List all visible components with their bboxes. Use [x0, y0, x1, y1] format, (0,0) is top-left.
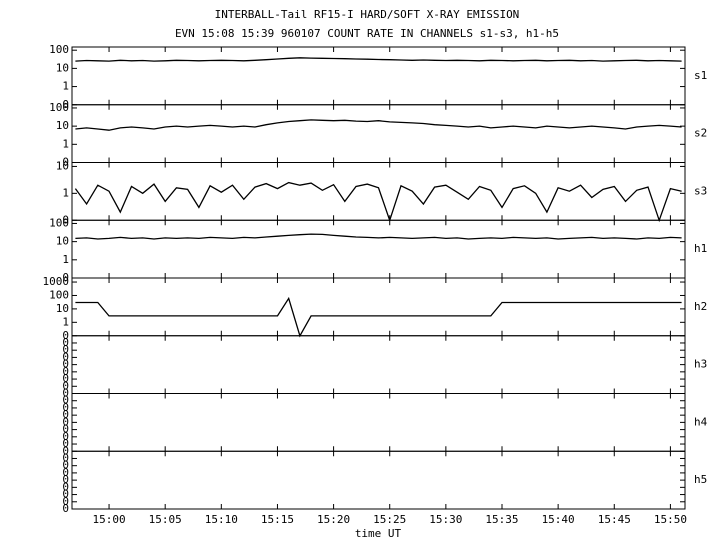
panel-label: h1 [694, 242, 707, 255]
x-axis-label: time UT [355, 527, 402, 540]
x-tick-label: 15:15 [261, 513, 294, 526]
x-tick-label: 15:50 [654, 513, 687, 526]
y-tick-label: 0 [62, 401, 69, 414]
y-tick-label: 1 [62, 186, 69, 199]
y-tick-label: 1 [62, 253, 69, 266]
y-tick-label: 0 [62, 336, 69, 349]
y-tick-label: 1 [62, 80, 69, 93]
y-tick-label: 0 [62, 502, 69, 515]
panel-label: s1 [694, 69, 707, 82]
x-tick-label: 15:00 [92, 513, 125, 526]
panel-label: s2 [694, 127, 707, 140]
y-tick-label: 0 [62, 365, 69, 378]
y-tick-label: 1 [62, 315, 69, 328]
panel-label: s3 [694, 184, 707, 197]
data-line [74, 181, 682, 223]
y-tick-label: 0 [62, 343, 69, 356]
panel-label: h2 [694, 300, 707, 313]
y-tick-label: 100 [49, 216, 69, 229]
data-line [75, 119, 682, 131]
y-tick-label: 0 [62, 437, 69, 450]
y-tick-label: 0 [62, 358, 69, 371]
y-tick-label: 100 [49, 101, 69, 114]
y-tick-label: 10 [56, 159, 69, 172]
y-tick-label: 0 [62, 387, 69, 400]
y-tick-label: 0 [62, 473, 69, 486]
x-tick-label: 15:25 [373, 513, 406, 526]
y-tick-label: 0 [62, 350, 69, 363]
panel-label: h5 [694, 473, 707, 486]
y-tick-label: 0 [62, 379, 69, 392]
y-tick-label: 0 [62, 329, 69, 342]
data-line [75, 233, 682, 240]
y-tick-label: 0 [62, 372, 69, 385]
y-tick-label: 0 [62, 271, 69, 284]
x-tick-label: 15:40 [542, 513, 575, 526]
chart-title: INTERBALL-Tail RF15-I HARD/SOFT X-RAY EM… [215, 8, 520, 21]
x-tick-label: 15:05 [149, 513, 182, 526]
y-tick-label: 10 [56, 302, 69, 315]
y-tick-label: 0 [62, 415, 69, 428]
x-tick-label: 15:45 [598, 513, 631, 526]
panel-label: h3 [694, 358, 707, 371]
x-tick-label: 15:10 [205, 513, 238, 526]
data-line [75, 296, 682, 338]
x-tick-label: 15:35 [485, 513, 518, 526]
y-tick-label: 0 [62, 495, 69, 508]
y-tick-label: 10 [56, 61, 69, 74]
y-tick-label: 0 [62, 488, 69, 501]
y-tick-label: 1000 [43, 275, 70, 288]
chart-subtitle: EVN 15:08 15:39 960107 COUNT RATE IN CHA… [175, 27, 559, 40]
y-tick-label: 0 [62, 451, 69, 464]
y-tick-label: 0 [62, 430, 69, 443]
y-tick-label: 0 [62, 423, 69, 436]
y-tick-label: 0 [62, 98, 69, 111]
y-tick-label: 0 [62, 408, 69, 421]
x-tick-label: 15:30 [429, 513, 462, 526]
y-tick-label: 0 [62, 394, 69, 407]
y-tick-label: 0 [62, 444, 69, 457]
y-tick-label: 1 [62, 137, 69, 150]
y-tick-label: 0 [62, 213, 69, 226]
y-tick-label: 10 [56, 235, 69, 248]
y-tick-label: 0 [62, 459, 69, 472]
panel-label: h4 [694, 415, 708, 428]
data-line [75, 57, 682, 62]
y-tick-label: 100 [49, 288, 69, 301]
y-tick-label: 0 [62, 156, 69, 169]
y-tick-label: 10 [56, 119, 69, 132]
y-tick-label: 0 [62, 466, 69, 479]
y-tick-label: 0 [62, 480, 69, 493]
y-tick-label: 100 [49, 43, 69, 56]
x-tick-label: 15:20 [317, 513, 350, 526]
